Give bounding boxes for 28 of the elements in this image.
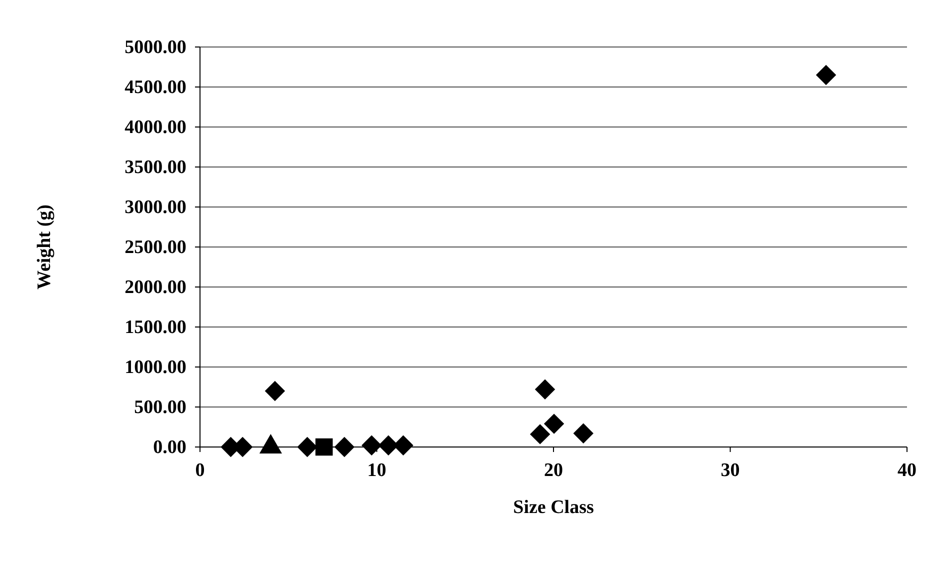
y-tick-label: 1500.00 (124, 317, 186, 338)
point (573, 423, 594, 444)
x-tick-label: 10 (367, 460, 386, 481)
x-tick-label: 40 (898, 460, 916, 481)
y-tick-label: 3500.00 (124, 157, 186, 178)
y-tick-label: 3000.00 (124, 197, 186, 218)
point (315, 438, 333, 456)
point (334, 436, 355, 458)
point (297, 436, 318, 458)
point (530, 424, 550, 444)
y-tick-label: 500.00 (134, 397, 186, 418)
y-tick-label: 1000.00 (124, 357, 186, 378)
x-axis-title: Size Class (513, 497, 594, 518)
x-tick-label: 30 (720, 460, 740, 481)
point (264, 380, 286, 402)
y-tick-label: 4500.00 (124, 77, 186, 98)
point (362, 435, 382, 456)
y-tick-label: 2000.00 (124, 277, 186, 298)
point (816, 64, 836, 86)
x-tick-label: 0 (195, 460, 205, 481)
x-tick-label: 20 (544, 460, 563, 481)
point (544, 414, 564, 434)
y-tick-label: 0.00 (153, 437, 186, 458)
y-axis-title: Weight (g) (34, 204, 55, 290)
point (534, 379, 556, 400)
y-tick-label: 4000.00 (124, 117, 186, 138)
y-tick-label: 5000.00 (124, 37, 186, 58)
y-tick-label: 2500.00 (124, 237, 186, 258)
